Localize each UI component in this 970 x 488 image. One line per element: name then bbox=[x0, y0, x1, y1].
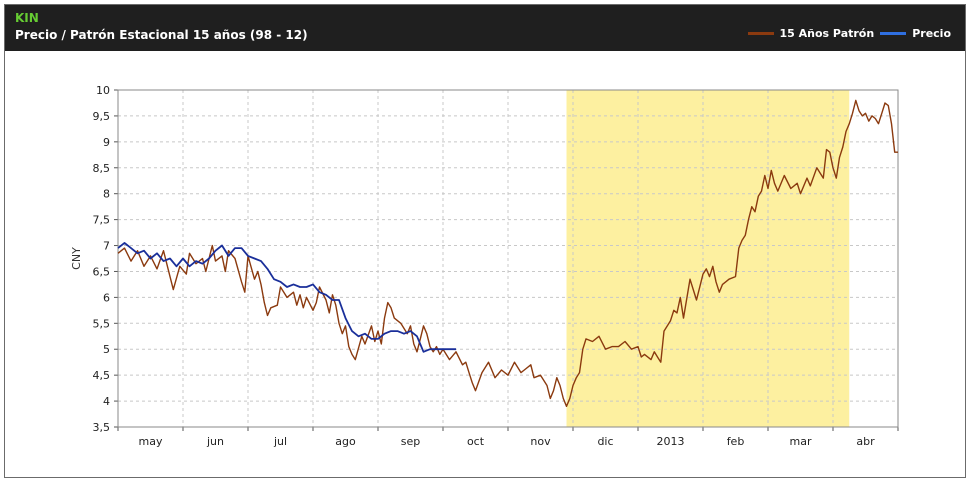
y-tick-label: 4 bbox=[103, 395, 110, 408]
legend-label-price: Precio bbox=[912, 27, 951, 40]
x-tick-label: sep bbox=[401, 435, 420, 448]
x-tick-label: may bbox=[139, 435, 163, 448]
x-tick-label: dic bbox=[597, 435, 613, 448]
x-tick-label: mar bbox=[790, 435, 812, 448]
y-tick-label: 8,5 bbox=[93, 162, 111, 175]
seasonal-pattern-line bbox=[117, 99, 898, 407]
y-tick-label: 5 bbox=[103, 343, 110, 356]
y-tick-label: 5,5 bbox=[93, 317, 111, 330]
x-tick-label: abr bbox=[856, 435, 875, 448]
x-tick-label: jul bbox=[273, 435, 287, 448]
y-tick-label: 6,5 bbox=[93, 265, 111, 278]
ticker-symbol: KIN bbox=[15, 11, 39, 25]
legend-label-seasonal: 15 Años Patrón bbox=[779, 27, 875, 40]
seasonal-highlight-band bbox=[566, 90, 850, 427]
y-tick-label: 10 bbox=[96, 84, 110, 97]
chart-title: Precio / Patrón Estacional 15 años (98 -… bbox=[15, 28, 308, 42]
y-tick-label: 7,5 bbox=[93, 214, 111, 227]
y-axis-label: CNY bbox=[70, 247, 83, 270]
y-tick-label: 7 bbox=[103, 240, 110, 253]
x-tick-label: nov bbox=[530, 435, 551, 448]
y-tick-label: 3,5 bbox=[93, 421, 111, 434]
price-line bbox=[117, 242, 456, 353]
x-tick-label: jun bbox=[206, 435, 224, 448]
y-tick-label: 6 bbox=[103, 291, 110, 304]
legend-swatch-price bbox=[880, 32, 907, 35]
chart-header: KIN Precio / Patrón Estacional 15 años (… bbox=[5, 5, 965, 51]
legend-item-seasonal[interactable]: 15 Años Patrón bbox=[747, 27, 875, 40]
y-tick-label: 9,5 bbox=[93, 110, 111, 123]
y-tick-label: 9 bbox=[103, 136, 110, 149]
chart-legend: 15 Años Patrón Precio bbox=[747, 27, 951, 40]
legend-item-price[interactable]: Precio bbox=[880, 27, 951, 40]
x-tick-label: 2013 bbox=[657, 435, 685, 448]
x-tick-label: ago bbox=[335, 435, 356, 448]
y-tick-label: 4,5 bbox=[93, 369, 111, 382]
x-tick-label: feb bbox=[727, 435, 745, 448]
x-tick-label: oct bbox=[467, 435, 485, 448]
plot-border bbox=[117, 89, 899, 428]
y-tick-label: 8 bbox=[103, 188, 110, 201]
legend-swatch-seasonal bbox=[747, 32, 774, 35]
